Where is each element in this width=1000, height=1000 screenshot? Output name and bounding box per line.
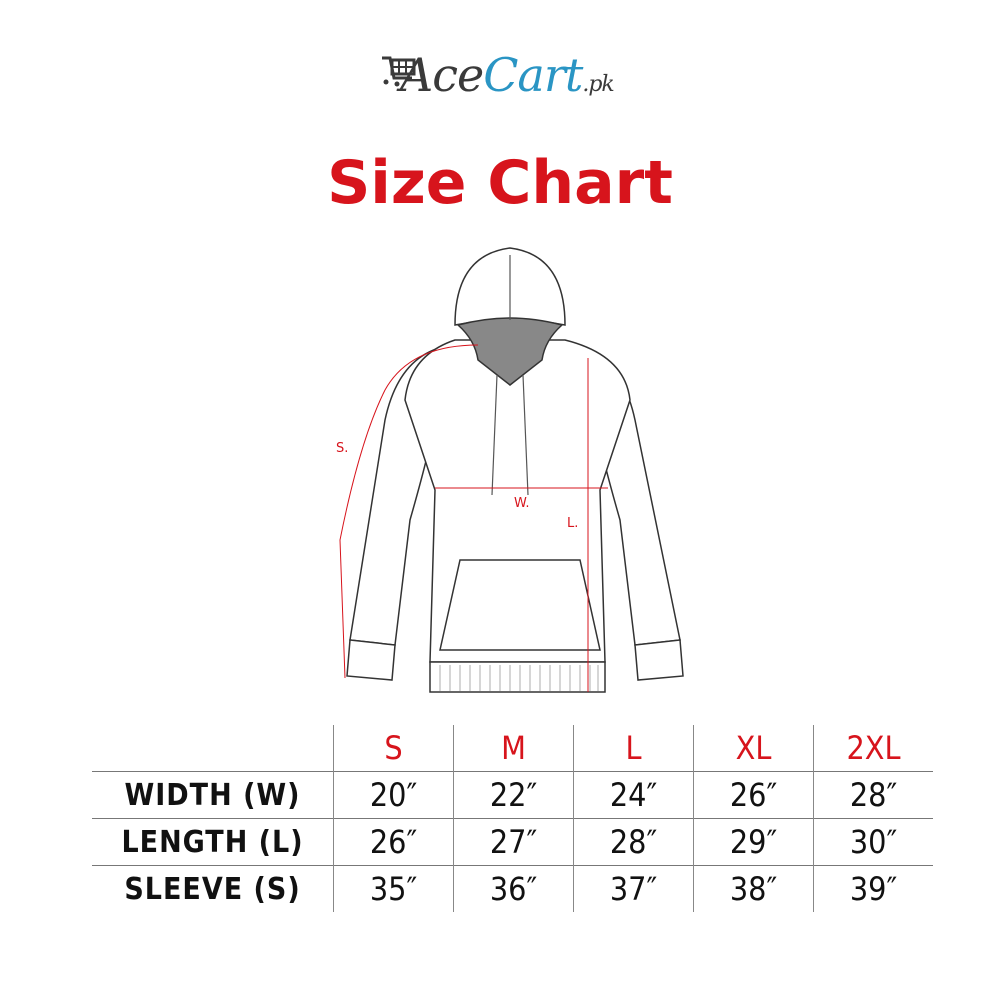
sleeve-label: S. [336, 441, 348, 456]
size-table: S M L XL 2XL WIDTH (W) 20″ 22″ 24″ 26″ 2… [92, 725, 933, 912]
hoodie-diagram: S. W. L. [336, 247, 684, 693]
shopping-cart-icon [382, 56, 416, 87]
acecart-logo: AceCart.pk [380, 48, 680, 113]
cell: 29″ [693, 818, 814, 866]
pocket [439, 559, 601, 651]
cell: 27″ [453, 818, 574, 866]
cell: 24″ [573, 771, 694, 819]
size-header: S [333, 725, 454, 772]
size-header: XL [693, 725, 814, 772]
row-label: SLEEVE (S) [92, 865, 334, 912]
table-row: LENGTH (L) 26″ 27″ 28″ 29″ 30″ [92, 818, 933, 866]
size-header: M [453, 725, 574, 772]
size-header-row: S M L XL 2XL [92, 725, 933, 772]
cell: 37″ [573, 865, 694, 912]
cell: 20″ [333, 771, 454, 819]
corner-cell [92, 725, 334, 772]
size-header: L [573, 725, 694, 772]
cell: 28″ [813, 771, 933, 819]
cell: 36″ [453, 865, 574, 912]
logo-text: AceCart.pk [400, 48, 615, 102]
page-title: Size Chart [327, 148, 673, 218]
cell: 30″ [813, 818, 933, 866]
length-label: L. [567, 516, 578, 531]
cell: 39″ [813, 865, 933, 912]
row-label: WIDTH (W) [92, 771, 334, 819]
cell: 38″ [693, 865, 814, 912]
cell: 26″ [333, 818, 454, 866]
cell: 22″ [453, 771, 574, 819]
table-row: WIDTH (W) 20″ 22″ 24″ 26″ 28″ [92, 771, 933, 819]
row-label: LENGTH (L) [92, 818, 334, 866]
size-header: 2XL [813, 725, 933, 772]
table-row: SLEEVE (S) 35″ 36″ 37″ 38″ 39″ [92, 865, 933, 912]
width-label: W. [514, 496, 530, 511]
sleeve-measure-line [339, 344, 479, 679]
cell: 26″ [693, 771, 814, 819]
cell: 28″ [573, 818, 694, 866]
cell: 35″ [333, 865, 454, 912]
